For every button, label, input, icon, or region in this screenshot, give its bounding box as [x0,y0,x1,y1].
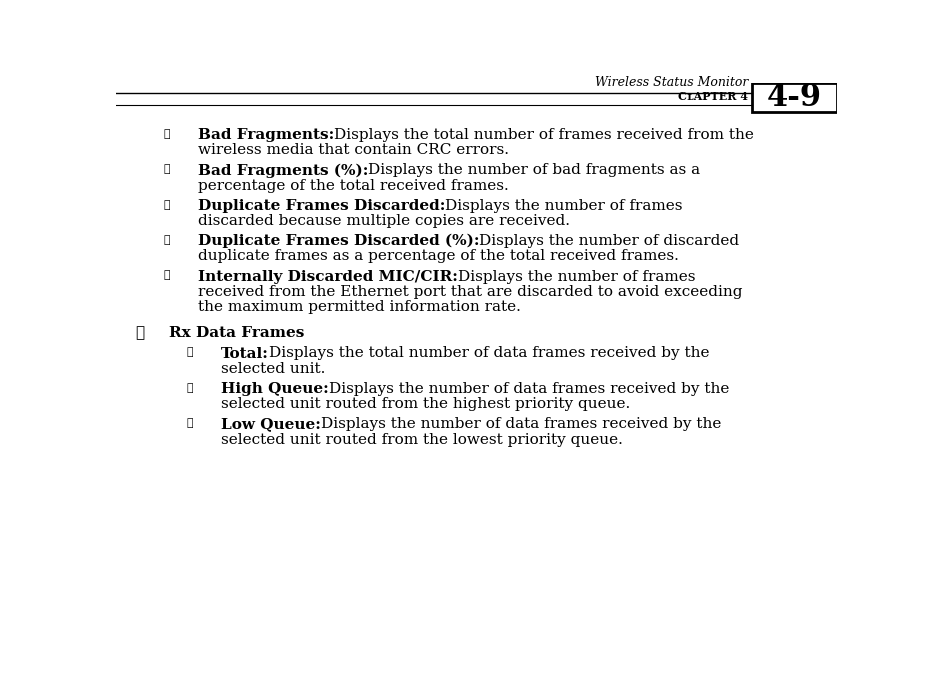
Text: selected unit routed from the highest priority queue.: selected unit routed from the highest pr… [221,397,631,412]
Text: duplicate frames as a percentage of the total received frames.: duplicate frames as a percentage of the … [197,249,679,263]
Text: Displays the number of data frames received by the: Displays the number of data frames recei… [321,417,721,431]
Text: Displays the total number of data frames received by the: Displays the total number of data frames… [269,346,710,360]
Text: Displays the number of frames: Displays the number of frames [458,270,695,283]
Text: ❖: ❖ [164,128,170,139]
Text: ❖: ❖ [164,199,170,210]
Text: Displays the number of discarded: Displays the number of discarded [479,234,739,248]
Text: Duplicate Frames Discarded:: Duplicate Frames Discarded: [197,199,445,213]
Text: selected unit routed from the lowest priority queue.: selected unit routed from the lowest pri… [221,432,623,447]
Text: wireless media that contain CRC errors.: wireless media that contain CRC errors. [197,143,509,157]
Bar [751,83,837,112]
Text: ✦: ✦ [135,326,144,340]
Text: Displays the number of frames: Displays the number of frames [445,199,683,213]
Text: Displays the number of data frames received by the: Displays the number of data frames recei… [328,382,729,396]
Text: the maximum permitted information rate.: the maximum permitted information rate. [197,300,521,315]
Text: ❖: ❖ [187,382,193,393]
Text: percentage of the total received frames.: percentage of the total received frames. [197,179,509,193]
Text: CʟAPTER 4: CʟAPTER 4 [678,91,748,103]
Text: Wireless Status Monitor: Wireless Status Monitor [594,76,748,89]
Text: Displays the number of bad fragments as a: Displays the number of bad fragments as … [368,164,700,177]
Text: received from the Ethernet port that are discarded to avoid exceeding: received from the Ethernet port that are… [197,285,742,299]
Text: High Queue:: High Queue: [221,382,328,396]
Text: ❖: ❖ [164,270,170,281]
Text: selected unit.: selected unit. [221,362,326,376]
Text: Duplicate Frames Discarded (%):: Duplicate Frames Discarded (%): [197,234,479,249]
Text: ❖: ❖ [187,417,193,428]
Text: discarded because multiple copies are received.: discarded because multiple copies are re… [197,214,569,228]
Text: ❖: ❖ [164,164,170,174]
Text: Low Queue:: Low Queue: [221,417,321,431]
Text: Bad Fragments (%):: Bad Fragments (%): [197,164,368,177]
Text: Internally Discarded MIC/CIR:: Internally Discarded MIC/CIR: [197,270,458,283]
Text: 4-9: 4-9 [767,82,822,113]
Text: Rx Data Frames: Rx Data Frames [169,326,304,340]
Text: Bad Fragments:: Bad Fragments: [197,128,334,142]
Text: ❖: ❖ [187,346,193,358]
Text: Total:: Total: [221,346,269,360]
Text: Displays the total number of frames received from the: Displays the total number of frames rece… [334,128,753,142]
Text: ❖: ❖ [164,234,170,245]
